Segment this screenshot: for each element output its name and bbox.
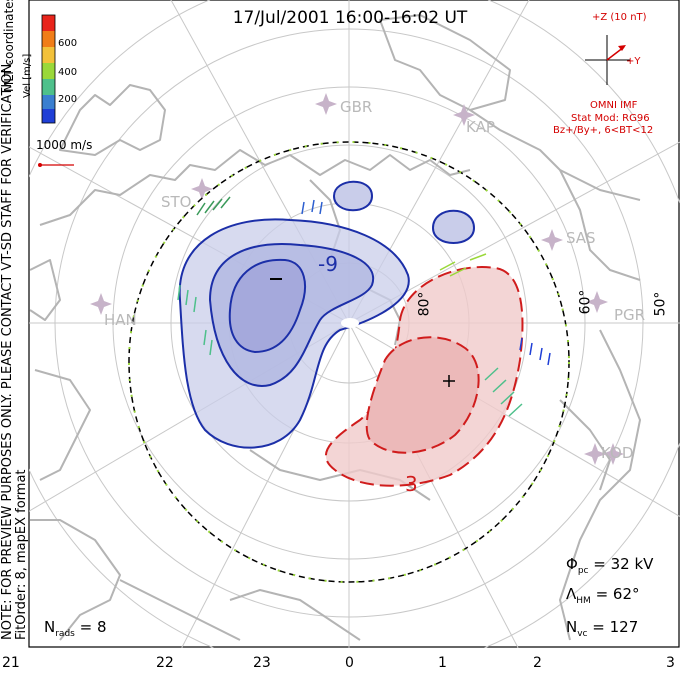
preview-notice: NOTE: FOR PREVIEW PURPOSES ONLY. PLEASE … <box>0 59 15 640</box>
station-label-kod: KOD <box>601 444 634 462</box>
reference-vector-label: 1000 m/s <box>36 138 93 152</box>
vector-count: Nvc = 127 <box>566 618 639 639</box>
fit-order-note: FitOrder: 8, mapEX format <box>14 469 29 640</box>
station-label-kap: KAP <box>466 118 495 136</box>
mlt-tick-0: 0 <box>345 655 354 671</box>
positive-cell-marker <box>443 375 455 387</box>
positive-potential-cell <box>324 266 524 487</box>
imf-z-label: +Z (10 nT) <box>592 12 647 23</box>
latitude-label-50: 50° <box>652 291 669 317</box>
negative-potential-cell <box>178 180 476 449</box>
boundary-vectors <box>128 141 570 583</box>
mlt-tick-23: 23 <box>253 655 271 671</box>
imf-condition: Bz+/By+, 6<BT<12 <box>553 125 654 136</box>
mlt-tick-22: 22 <box>156 655 174 671</box>
imf-source: OMNI IMF <box>590 100 638 111</box>
coastlines <box>29 14 641 641</box>
pole-marker <box>341 318 359 328</box>
station-label-han: HAN <box>104 311 137 329</box>
latitude-label-80: 80° <box>416 291 433 317</box>
station-markers <box>90 93 624 465</box>
coordinate-system-label: MLT coordinates <box>2 0 16 92</box>
colorbar-tick: 400 <box>58 67 78 78</box>
mlt-tick-3: 3 <box>666 655 675 671</box>
imf-y-label: +Y <box>626 56 641 67</box>
velocity-vectors <box>177 196 551 417</box>
imf-dial <box>585 35 630 85</box>
velocity-colorbar <box>41 14 56 124</box>
plot-title: 17/Jul/2001 16:00-16:02 UT <box>232 8 468 28</box>
mlt-tick-2: 2 <box>533 655 542 671</box>
colorbar-tick: 200 <box>58 94 78 105</box>
latitude-label-60: 60° <box>577 289 594 315</box>
station-label-gbr: GBR <box>340 98 373 116</box>
stat-model: Stat Mod: RG96 <box>571 113 650 124</box>
radar-count: Nrads = 8 <box>44 618 107 639</box>
colorbar-label: Vel [m/s] <box>22 53 33 98</box>
station-label-sto: STO <box>161 193 192 211</box>
station-label-pgr: PGR <box>614 306 646 324</box>
negative-contour-label: -9 <box>318 252 338 276</box>
mlt-tick-1: 1 <box>438 655 447 671</box>
station-label-sas: SAS <box>566 229 596 247</box>
colorbar-tick: 600 <box>58 38 78 49</box>
positive-contour-label: 3 <box>405 472 418 496</box>
hm-boundary-latitude: ΛHM = 62° <box>566 585 640 606</box>
cross-polar-potential: Φpc = 32 kV <box>566 555 654 576</box>
mlt-tick-21: 21 <box>2 655 20 671</box>
